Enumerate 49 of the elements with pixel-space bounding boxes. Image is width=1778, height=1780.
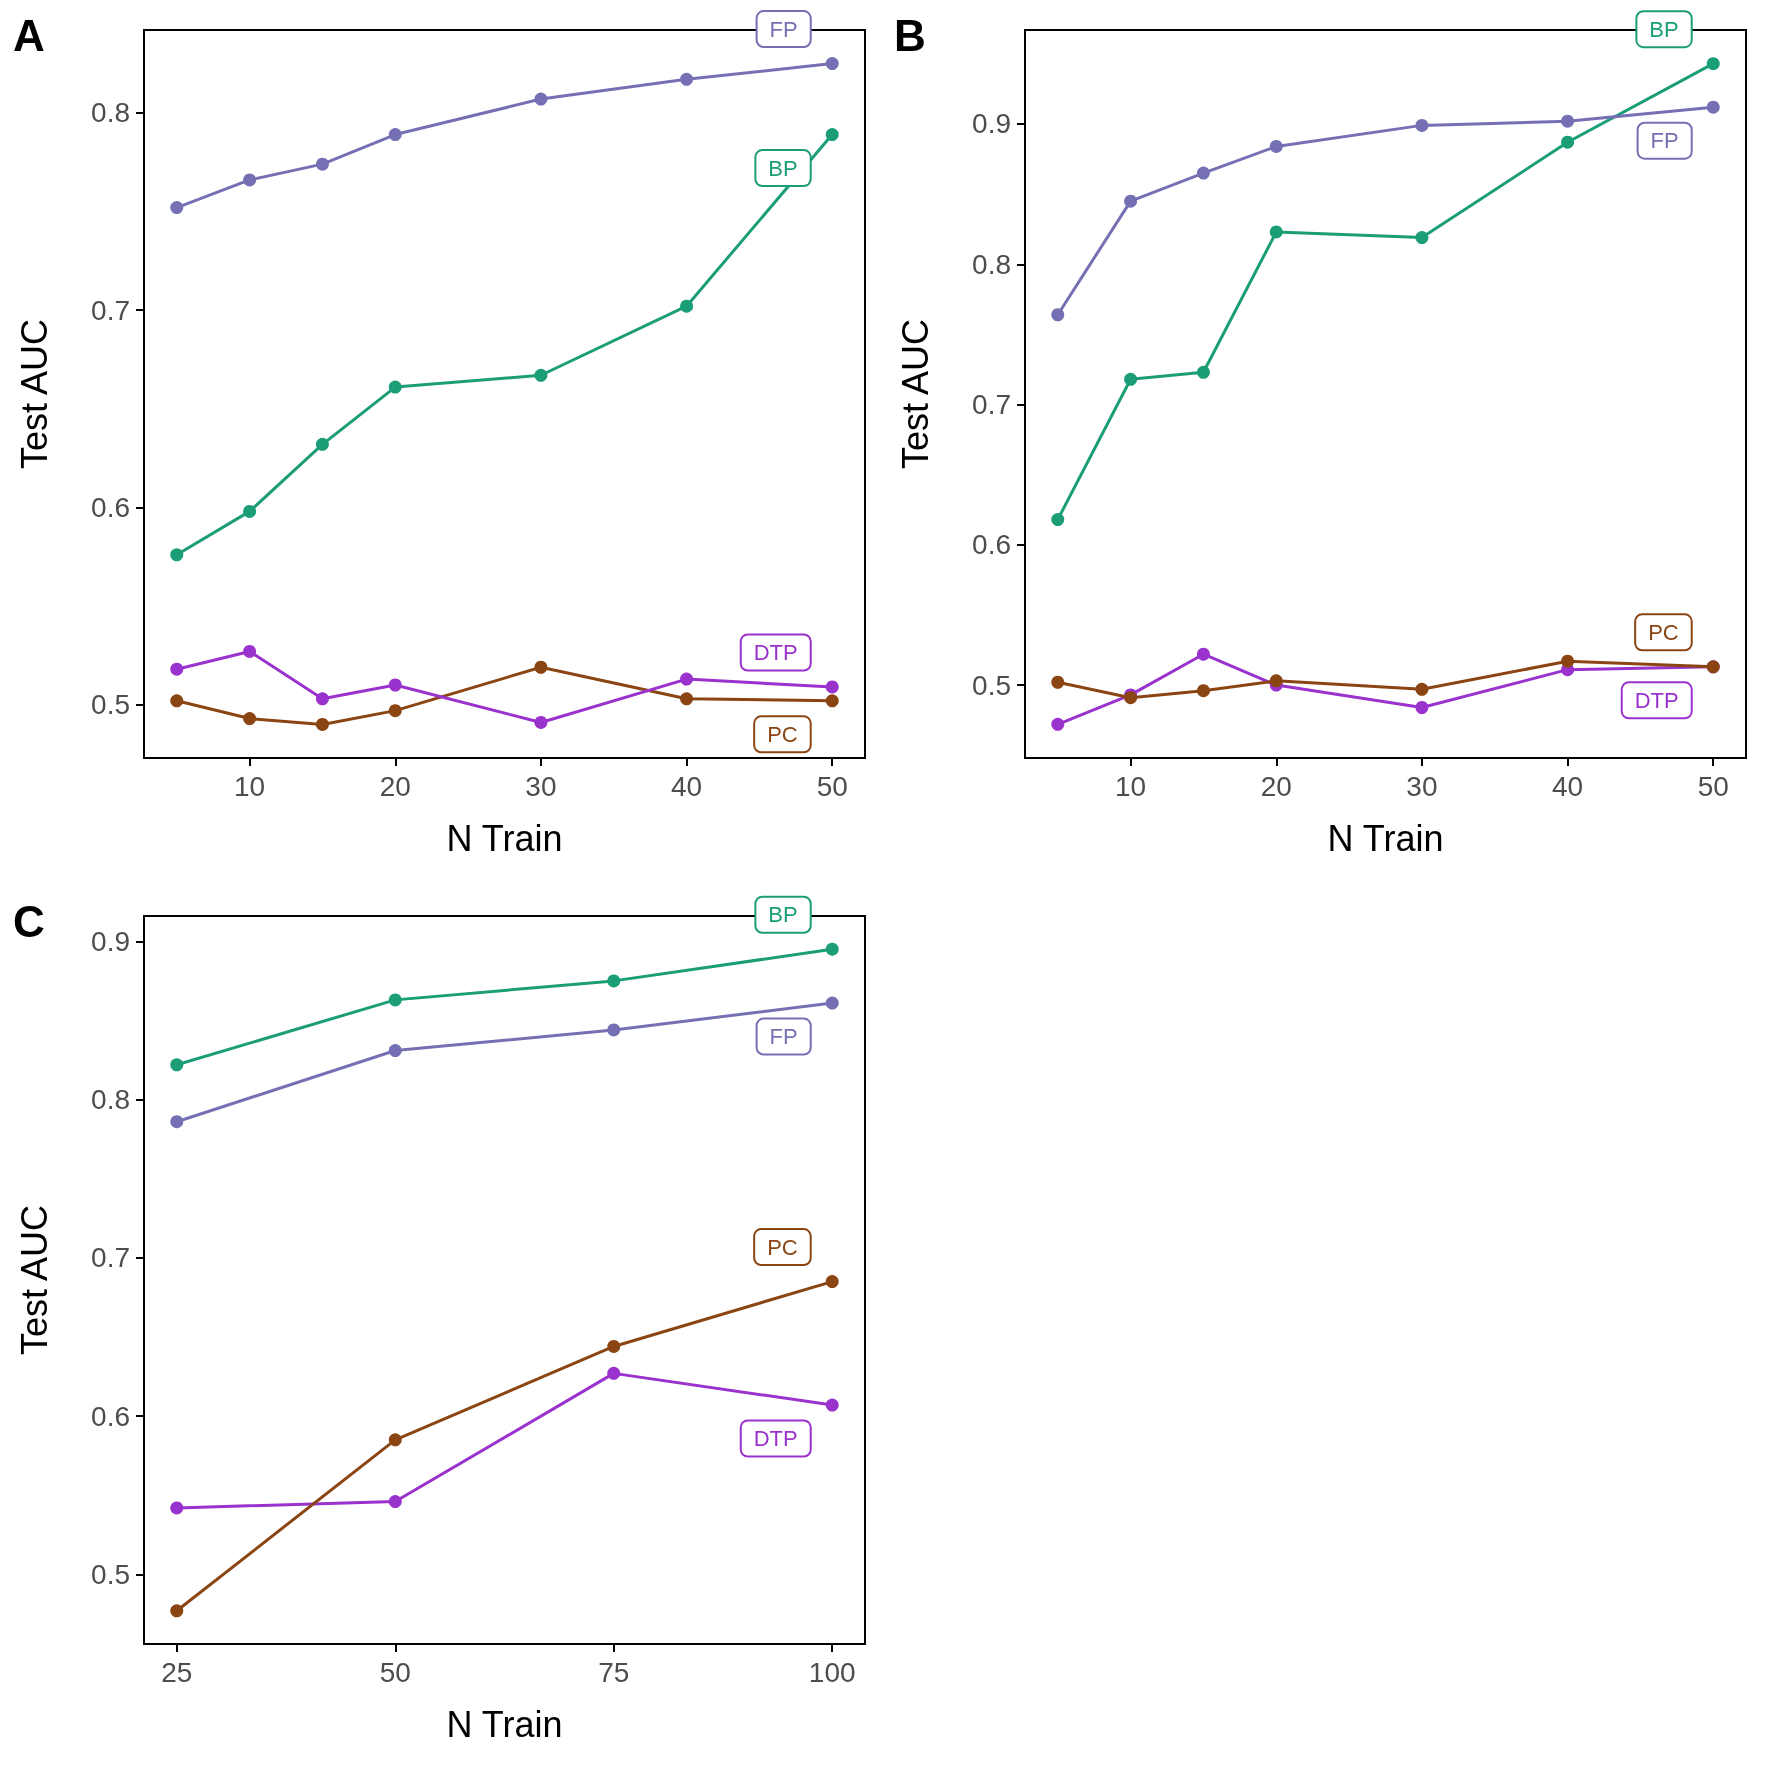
y-tick-label: 0.8 [972, 248, 1011, 280]
series-label: FP [769, 1024, 798, 1050]
x-tick-label: 100 [808, 1656, 856, 1688]
y-tick-label: 0.5 [91, 1558, 130, 1590]
x-tick-label: 50 [379, 1656, 411, 1688]
x-tick-label: 40 [670, 770, 703, 802]
y-tick-label: 0.6 [972, 529, 1011, 561]
x-tick-label: 75 [598, 1656, 630, 1688]
x-axis-title: N Train [1327, 817, 1444, 859]
y-axis-title: Test AUC [13, 318, 55, 470]
x-tick-label: 20 [379, 770, 411, 802]
y-axis-title: Test AUC [13, 1204, 55, 1356]
series-label: PC [767, 1234, 798, 1260]
y-tick-label: 0.6 [91, 1400, 130, 1432]
series-label: DTP [753, 1426, 798, 1452]
x-tick-label: 30 [1406, 770, 1438, 802]
x-axis-title: N Train [446, 817, 563, 859]
x-tick-label: 20 [1260, 770, 1292, 802]
series-label: PC [767, 721, 798, 747]
series-label: DTP [1634, 687, 1679, 713]
y-tick-label: 0.9 [91, 925, 130, 957]
x-tick-label: 10 [1115, 770, 1147, 802]
series-label: BP [768, 155, 798, 181]
y-tick-label: 0.8 [91, 1084, 130, 1116]
series-label: PC [1648, 619, 1679, 645]
chart-title: A [13, 10, 45, 60]
y-tick-label: 0.6 [91, 491, 130, 523]
y-tick-label: 0.7 [91, 294, 130, 326]
x-tick-label: 50 [1697, 770, 1729, 802]
x-tick-label: 30 [525, 770, 557, 802]
chart-title: C [13, 896, 45, 946]
y-tick-label: 0.9 [972, 108, 1011, 140]
series-label: DTP [753, 639, 798, 665]
y-tick-label: 0.7 [972, 389, 1011, 421]
x-tick-label: 40 [1551, 770, 1584, 802]
x-tick-label: 50 [816, 770, 848, 802]
y-tick-label: 0.7 [91, 1242, 130, 1274]
x-tick-label: 10 [234, 770, 266, 802]
series-label: FP [769, 16, 798, 42]
x-axis-title: N Train [446, 1703, 563, 1745]
series-label: BP [1649, 16, 1679, 42]
series-label: FP [1650, 128, 1679, 154]
series-label: BP [768, 902, 798, 928]
y-tick-label: 0.8 [91, 97, 130, 129]
y-tick-label: 0.5 [91, 689, 130, 721]
chart-title: B [894, 10, 926, 60]
x-tick-label: 25 [161, 1656, 193, 1688]
y-axis-title: Test AUC [894, 318, 936, 470]
y-tick-label: 0.5 [972, 669, 1011, 701]
